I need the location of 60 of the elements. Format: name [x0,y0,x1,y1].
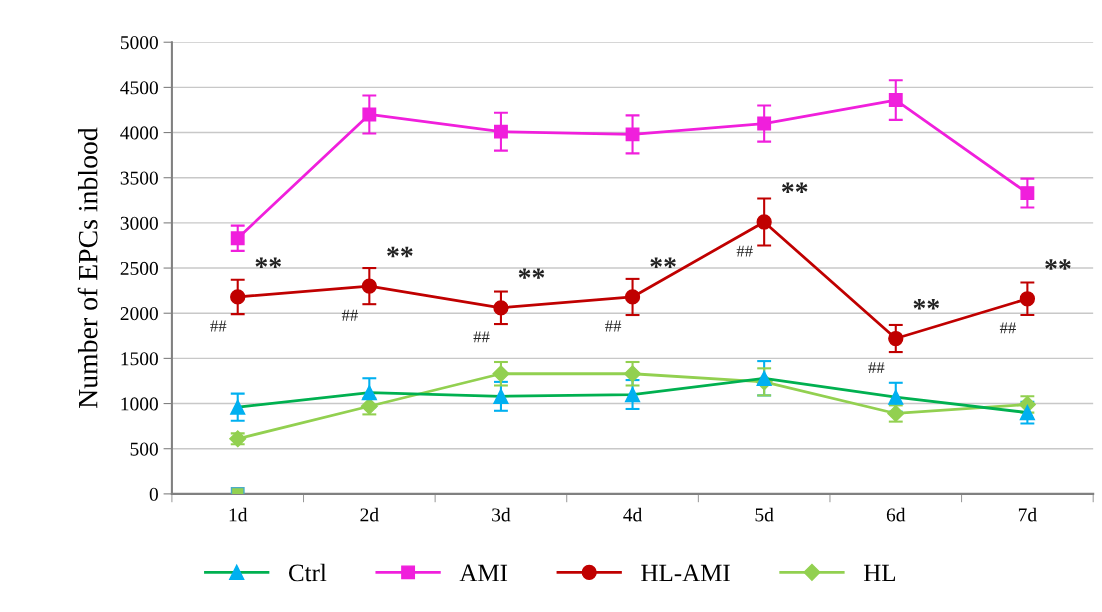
annotation: ** [518,268,545,279]
annotation: ** [1045,259,1071,270]
point [361,278,377,294]
point [756,214,772,230]
y-tick-label: 5000 [120,36,158,50]
point [888,389,904,405]
point [757,116,772,131]
x-tick-label: 7d [1018,507,1037,522]
y-tick-label: 0 [149,487,158,501]
x-tick-label: 5d [755,507,774,522]
y-tick-label: 1500 [121,352,158,366]
point [1019,404,1036,421]
point [493,300,509,316]
annotation: ** [781,182,808,194]
y-tick-label: 2000 [120,307,158,321]
point [493,388,509,404]
annotation: ## [210,320,227,332]
annotation: ## [605,320,622,332]
point [624,386,641,403]
x-tick-label: 6d [886,507,906,522]
legend-label: AMI [459,564,508,582]
y-tick-label: 4000 [120,126,158,140]
point [361,385,377,401]
x-tick-label: 2d [360,507,379,522]
point [230,289,246,305]
y-tick-label: 3000 [120,216,158,230]
point [756,370,772,386]
annotation: ** [255,257,282,269]
x-tick-label: 3d [492,507,511,522]
annotation: ** [913,299,940,310]
point [624,289,641,305]
annotation: ## [868,362,885,374]
x-tick-label: 1d [229,507,248,522]
point [888,330,904,347]
point [230,399,246,415]
annotation: ## [341,309,358,321]
point [888,93,903,107]
x-tick-label: 4d [623,507,643,522]
annotation: ## [736,245,753,257]
legend-label: HL-AMI [641,564,730,582]
point [625,127,640,142]
legend-label: Ctrl [288,563,327,582]
point [492,365,510,383]
point [230,231,245,246]
annotation: ** [650,257,676,269]
point [1019,291,1036,307]
y-axis-title: Number of EPCs inblood [77,127,98,409]
legend-label: HL [863,564,896,582]
point [623,365,642,383]
annotation: ## [999,322,1016,334]
point [1020,186,1035,201]
y-tick-label: 500 [130,442,158,456]
y-tick-label: 1000 [121,397,158,411]
y-tick-label: 4500 [120,81,158,95]
point [362,107,377,122]
point [493,124,508,139]
annotation: ** [387,246,413,258]
annotation: ## [473,331,490,343]
y-tick-label: 2500 [120,261,158,275]
y-tick-label: 3500 [120,171,158,185]
